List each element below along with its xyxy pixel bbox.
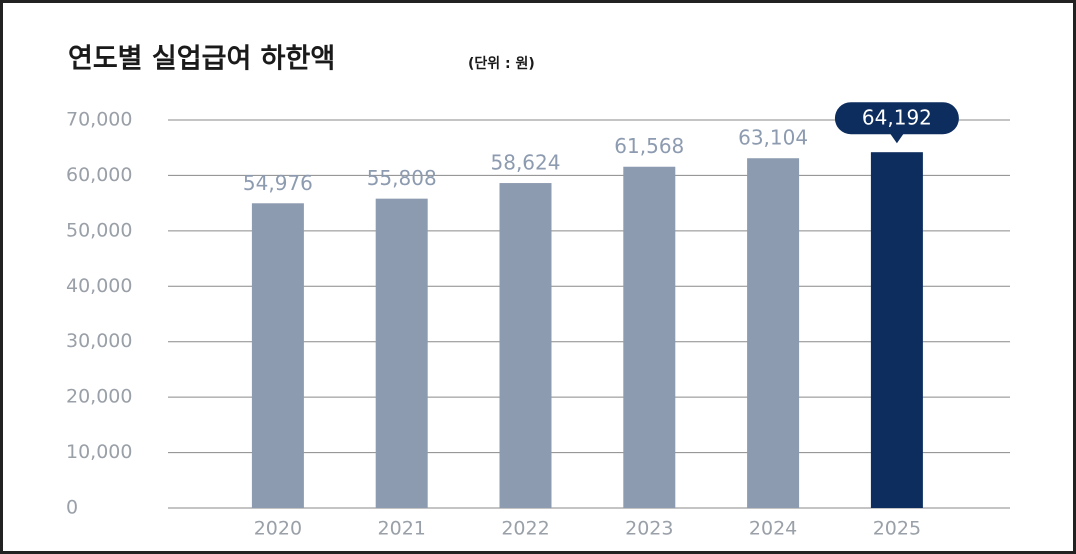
y-tick-label: 10,000: [66, 441, 132, 463]
chart-title: 연도별 실업급여 하한액: [68, 44, 335, 75]
x-tick-label: 2022: [501, 518, 549, 540]
bar: [623, 166, 676, 508]
x-tick-label: 2020: [254, 518, 302, 540]
bar: [499, 183, 552, 508]
y-tick-label: 60,000: [66, 164, 132, 186]
y-tick-label: 70,000: [66, 109, 132, 131]
bar: [747, 158, 800, 508]
y-tick-label: 20,000: [66, 386, 132, 408]
bar: [251, 203, 304, 508]
value-label: 54,976: [243, 171, 313, 195]
x-tick-label: 2025: [873, 518, 921, 540]
value-label: 55,808: [367, 166, 437, 190]
x-tick-label: 2024: [749, 518, 797, 540]
chart-subtitle: (단위 : 원): [468, 55, 535, 72]
x-tick-label: 2021: [378, 518, 426, 540]
y-tick-label: 50,000: [66, 219, 132, 241]
x-tick-label: 2023: [625, 518, 673, 540]
bar: [375, 198, 428, 508]
value-label: 64,192: [862, 106, 932, 130]
callout-bubble: [834, 102, 959, 135]
y-tick-label: 40,000: [66, 275, 132, 297]
y-tick-label: 0: [66, 497, 78, 519]
value-label: 61,568: [614, 134, 684, 158]
bar: [870, 152, 923, 508]
callout-pointer: [889, 133, 904, 144]
y-tick-label: 30,000: [66, 330, 132, 352]
value-label: 58,624: [491, 151, 561, 175]
value-label: 63,104: [738, 126, 808, 150]
